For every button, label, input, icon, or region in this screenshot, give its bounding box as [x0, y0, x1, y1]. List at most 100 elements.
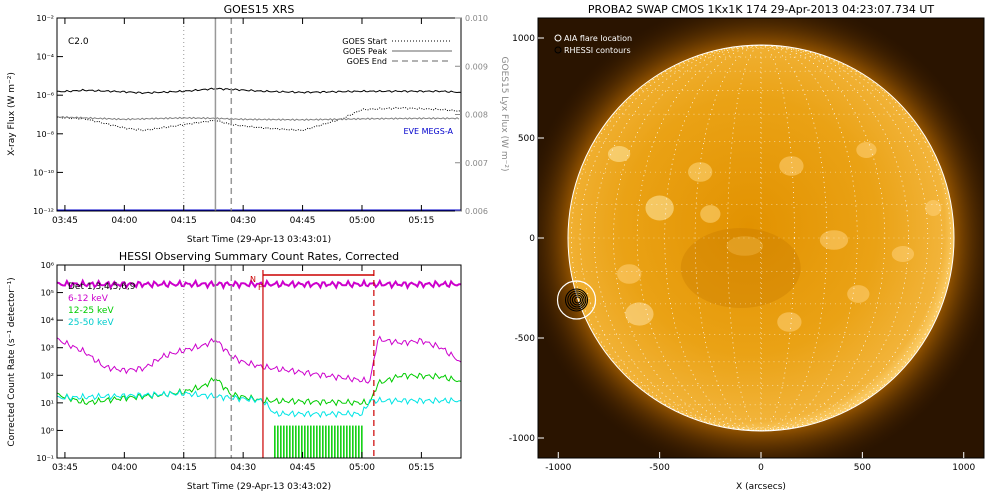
sun-x-tick-label: 500	[854, 463, 871, 473]
hessi-flag-marker: F	[258, 283, 263, 292]
hessi-attenuator-bars	[274, 425, 363, 458]
hessi-legend-6-12: 6-12 keV	[68, 294, 109, 304]
sun-x-tick-label: -1000	[545, 463, 571, 473]
active-region	[777, 312, 802, 332]
y-tick-label: 10⁵	[41, 289, 54, 298]
y-tick-label: 10⁻¹⁰	[33, 168, 54, 177]
x-tick-label: 05:00	[349, 216, 375, 226]
active-region	[645, 195, 674, 221]
active-region	[726, 236, 764, 256]
sun-x-axis-label: X (arcsecs)	[736, 482, 786, 492]
active-region	[607, 145, 631, 163]
x-tick-label: 03:45	[52, 463, 78, 473]
goes-legend-peak: GOES Peak	[343, 47, 388, 56]
y-tick-label: 10⁻⁸	[36, 130, 54, 139]
rhessi-contour	[564, 288, 589, 312]
sun-active-regions	[607, 141, 942, 332]
series-long-channel	[57, 87, 461, 95]
goes-title: GOES15 XRS	[224, 3, 295, 16]
goes-x-axis-label: Start Time (29-Apr-13 03:43:01)	[187, 235, 331, 245]
x-tick-label: 05:00	[349, 463, 375, 473]
hessi-x-axis-label: Start Time (29-Apr-13 03:43:02)	[187, 482, 331, 492]
active-region	[617, 264, 642, 284]
longitude-line	[664, 45, 858, 431]
coronal-hole	[680, 228, 801, 308]
series-lyman-alpha	[57, 116, 460, 122]
x-tick-label: 04:45	[290, 463, 316, 473]
y-tick-label: 10¹	[41, 399, 54, 408]
rhessi-contour	[571, 294, 583, 306]
hessi-plot-frame	[56, 264, 462, 459]
x-tick-label: 03:45	[52, 216, 78, 226]
flare-marker	[556, 280, 597, 320]
x-tick-label: 05:15	[408, 463, 434, 473]
sun-legend-rhessi: RHESSI contours	[564, 46, 631, 55]
x-tick-label: 05:15	[408, 216, 434, 226]
goes-y-axis-label: X-ray Flux (W m⁻²)	[7, 72, 17, 156]
sun-y-tick-label: 0	[529, 234, 535, 244]
longitude-line	[593, 45, 929, 431]
sun-legend: AIA flare location RHESSI contours	[554, 34, 632, 55]
sun-y-tick-label: -500	[515, 334, 536, 344]
sun-y-tick-label: 500	[518, 134, 535, 144]
hessi-legend-det: Det 1,3,4,5,6,9	[68, 282, 136, 292]
active-region	[891, 245, 915, 263]
hessi-legend: Det 1,3,4,5,6,9 6-12 keV 12-25 keV 25-50…	[68, 282, 136, 328]
hessi-night-marker: N	[250, 275, 256, 284]
y-tick-label: 10⁴	[41, 316, 54, 325]
x-tick-label: 04:45	[290, 216, 316, 226]
hessi-panel: HESSI Observing Summary Count Rates, Cor…	[7, 250, 462, 492]
goes-plot-frame	[56, 17, 462, 212]
y2-tick-label: 0.006	[465, 207, 488, 216]
series-25-50-kev	[57, 389, 461, 419]
goes-flare-class: C2.0	[68, 37, 89, 47]
active-region	[847, 285, 870, 303]
hessi-legend-25-50: 25-50 keV	[68, 318, 114, 328]
y2-tick-label: 0.008	[465, 111, 488, 120]
y2-tick-label: 0.007	[465, 159, 488, 168]
y2-tick-label: 0.009	[465, 62, 488, 71]
sun-y-tick-label: -1000	[509, 434, 535, 444]
hessi-y-axis-label: Corrected Count Rate (s⁻¹ detector⁻¹)	[7, 277, 17, 446]
sun-y-tick-label: 1000	[512, 34, 535, 44]
y-tick-label: 10⁻¹	[36, 454, 54, 463]
goes-y2-axis-label: GOES15 Lyx Flux (W m⁻²)	[499, 57, 509, 172]
active-region	[856, 141, 877, 159]
x-tick-label: 04:00	[111, 463, 137, 473]
x-tick-label: 04:15	[171, 463, 197, 473]
active-region	[700, 205, 721, 223]
rhessi-contour	[567, 290, 587, 310]
goes-legend: GOES Start GOES Peak GOES End	[342, 37, 452, 66]
sun-legend-rhessi-symbol	[554, 46, 562, 54]
active-region	[625, 302, 654, 326]
hessi-legend-12-25: 12-25 keV	[68, 306, 114, 316]
longitude-line	[760, 45, 762, 431]
y2-tick-label: 0.010	[465, 14, 488, 23]
hessi-title: HESSI Observing Summary Count Rates, Cor…	[119, 250, 399, 263]
x-tick-label: 04:00	[111, 216, 137, 226]
sun-x-tick-label: -500	[649, 463, 670, 473]
y-tick-label: 10⁻⁶	[36, 91, 54, 100]
swap-image-panel: PROBA2 SWAP CMOS 1Kx1K 174 29-Apr-2013 0…	[509, 3, 985, 492]
y-tick-label: 10⁻⁴	[36, 53, 54, 62]
sun-x-tick-label: 1000	[952, 463, 975, 473]
sun-x-tick-label: 0	[758, 463, 764, 473]
longitude-line	[636, 45, 886, 431]
y-tick-label: 10⁻¹²	[33, 207, 54, 216]
active-region	[779, 156, 804, 176]
aia-flare-circle	[556, 280, 597, 320]
y-tick-label: 10⁰	[41, 426, 54, 435]
x-tick-label: 04:15	[171, 216, 197, 226]
active-region	[925, 199, 942, 217]
rhessi-contour	[574, 296, 582, 304]
x-tick-label: 04:30	[230, 216, 256, 226]
sun-legend-aia: AIA flare location	[564, 34, 632, 43]
hessi-night-interval	[262, 270, 375, 458]
rhessi-contour	[569, 292, 585, 308]
longitude-line	[613, 45, 909, 431]
series-12-25-kev	[57, 372, 461, 407]
sun-title: PROBA2 SWAP CMOS 1Kx1K 174 29-Apr-2013 0…	[588, 3, 935, 16]
goes-xrs-panel: GOES15 XRS 03:45 04:00 04:15 04:30 04:45 05:0…	[7, 3, 509, 245]
goes-legend-start: GOES Start	[342, 37, 387, 46]
